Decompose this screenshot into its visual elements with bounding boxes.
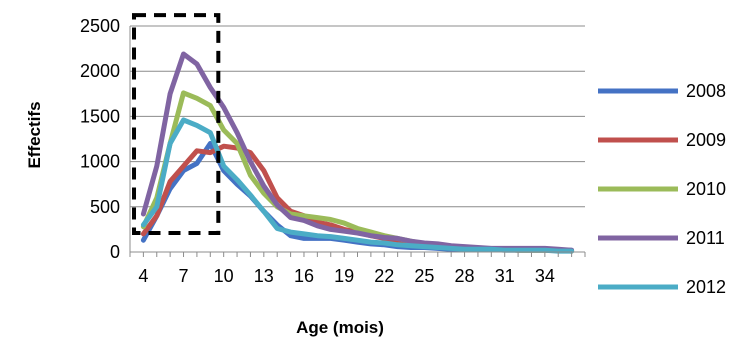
y-tick-label: 2000: [80, 61, 120, 81]
y-tick-label: 1500: [80, 106, 120, 126]
series-lines: [140, 51, 575, 254]
series-line-2012: [140, 117, 575, 254]
legend-label-2009: 2009: [686, 130, 726, 150]
legend-label-2010: 2010: [686, 179, 726, 199]
legend-label-2008: 2008: [686, 81, 726, 101]
x-tick-label: 10: [214, 266, 234, 286]
y-tick-label: 1000: [80, 152, 120, 172]
x-tick-label: 25: [414, 266, 434, 286]
x-axis-title: Age (mois): [296, 318, 384, 337]
y-tick-label: 2500: [80, 16, 120, 36]
legend: 2008 2009 2010 2011 2012: [598, 81, 726, 297]
legend-label-2011: 2011: [686, 228, 725, 248]
axes: 0 500 1000 1500 2000 2500 4 7 10 13 16 19 22 25 28 31 34: [80, 16, 586, 286]
y-tick-label: 500: [90, 197, 120, 217]
x-tick-label: 16: [294, 266, 314, 286]
x-tick-label: 22: [374, 266, 394, 286]
x-tick-label: 4: [138, 266, 148, 286]
y-tick-label: 0: [110, 242, 120, 262]
x-tick-label: 31: [495, 266, 515, 286]
highlight-box: [132, 13, 221, 236]
legend-label-2012: 2012: [686, 277, 726, 297]
y-axis-title: Effectifs: [25, 101, 44, 168]
gridlines: [130, 25, 585, 208]
x-tick-label: 13: [254, 266, 274, 286]
x-tick-label: 34: [535, 266, 555, 286]
x-tick-label: 19: [334, 266, 354, 286]
annotation: [132, 13, 221, 236]
x-tick-label: 7: [179, 266, 189, 286]
x-tick-label: 28: [455, 266, 475, 286]
